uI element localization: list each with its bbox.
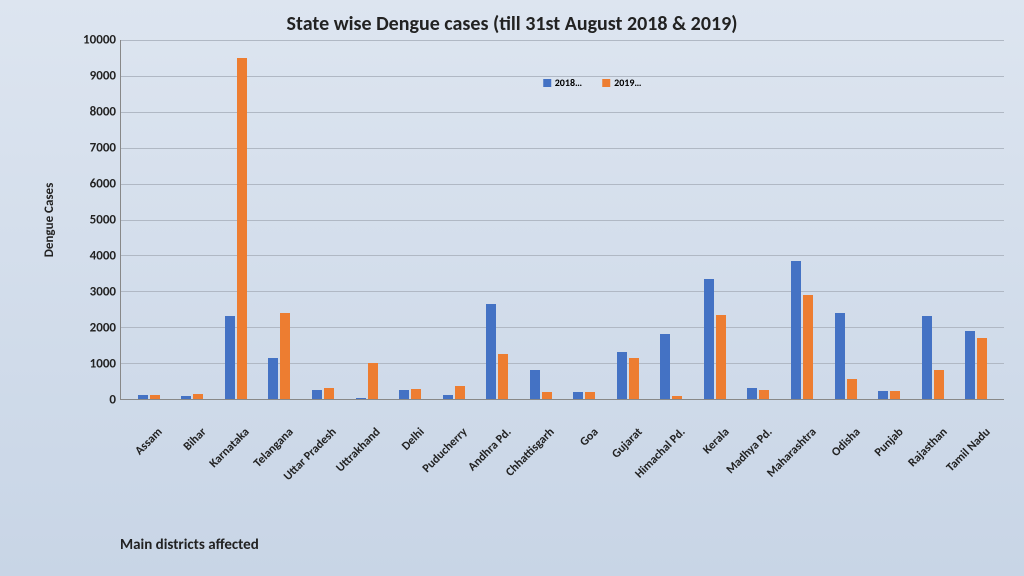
bar-group [954, 40, 998, 399]
bar-group [388, 40, 432, 399]
bar-2018 [138, 395, 148, 399]
bar-2018 [747, 388, 757, 399]
bar-group [432, 40, 476, 399]
bar-2019 [716, 315, 726, 399]
bar-2018 [486, 304, 496, 399]
bar-2018 [181, 396, 191, 399]
bar-group [693, 40, 737, 399]
y-tick: 8000 [74, 105, 116, 120]
bar-2019 [150, 395, 160, 399]
bar-2019 [847, 379, 857, 399]
x-tick-label: Punjab [877, 406, 908, 437]
bar-2019 [629, 358, 639, 399]
bar-group [911, 40, 955, 399]
y-tick: 1000 [74, 357, 116, 372]
y-tick: 4000 [74, 249, 116, 264]
x-tick-label: Assam [136, 406, 167, 437]
x-tick-label: Odisha [833, 406, 864, 437]
bar-2018 [835, 313, 845, 399]
bar-2018 [530, 370, 540, 399]
y-tick: 3000 [74, 285, 116, 300]
x-tick-label: Madhya Pd. [746, 406, 777, 437]
x-tick-label: Telangana [267, 406, 298, 437]
footer-note: Main districts affected [120, 536, 259, 554]
bar-group [214, 40, 258, 399]
bar-2019 [237, 58, 247, 399]
bar-2019 [803, 295, 813, 399]
chart-area: Dengue Cases 010002000300040005000600070… [74, 40, 1004, 400]
bar-2019 [542, 392, 552, 399]
bar-group [345, 40, 389, 399]
bar-2018 [399, 390, 409, 399]
y-tick: 0 [74, 393, 116, 408]
y-tick: 9000 [74, 69, 116, 84]
bar-group [301, 40, 345, 399]
y-tick: 10000 [74, 33, 116, 48]
bar-2018 [356, 398, 366, 399]
bar-group [606, 40, 650, 399]
x-tick-label: Chhattisgarh [528, 406, 559, 437]
bar-group [562, 40, 606, 399]
bar-2019 [934, 370, 944, 399]
x-tick-label: Kerala [703, 406, 734, 437]
bar-2018 [312, 390, 322, 399]
bar-2019 [280, 313, 290, 399]
x-tick-label: Goa [572, 406, 603, 437]
bar-group [475, 40, 519, 399]
bar-2018 [922, 316, 932, 399]
x-tick-label: Tamil Nadu [964, 406, 995, 437]
x-tick-label: Himachal Pd. [659, 406, 690, 437]
bar-2019 [411, 389, 421, 399]
bar-2019 [193, 394, 203, 399]
y-tick: 2000 [74, 321, 116, 336]
bar-2018 [617, 352, 627, 399]
bar-2019 [498, 354, 508, 399]
bar-2018 [878, 391, 888, 399]
bar-group [258, 40, 302, 399]
x-tick-label: Bihar [180, 406, 211, 437]
bar-2019 [368, 363, 378, 399]
chart-title: State wise Dengue cases (till 31st Augus… [0, 0, 1024, 40]
bar-2019 [672, 396, 682, 399]
bar-2019 [585, 392, 595, 399]
bar-2019 [890, 391, 900, 399]
y-tick: 6000 [74, 177, 116, 192]
bar-2019 [324, 388, 334, 399]
x-tick-label: Puducherry [441, 406, 472, 437]
x-tick-label: Uttar Pradesh [310, 406, 341, 437]
bar-group [519, 40, 563, 399]
bar-2018 [268, 358, 278, 399]
bar-group [780, 40, 824, 399]
bar-2018 [791, 261, 801, 399]
y-tick: 5000 [74, 213, 116, 228]
x-tick-label: Delhi [398, 406, 429, 437]
bar-group [127, 40, 171, 399]
x-tick-label: Andhra Pd. [485, 406, 516, 437]
bar-2018 [573, 392, 583, 399]
bar-2018 [443, 395, 453, 399]
bar-2018 [704, 279, 714, 399]
bar-2018 [965, 331, 975, 399]
bar-2018 [225, 316, 235, 399]
bar-2019 [759, 390, 769, 399]
x-tick-label: Gujarat [615, 406, 646, 437]
y-tick: 7000 [74, 141, 116, 156]
plot-area: 2018… 2019… [120, 40, 1004, 400]
bars-container [121, 40, 1004, 399]
bar-group [737, 40, 781, 399]
x-tick-label: Rajasthan [921, 406, 952, 437]
bar-group [171, 40, 215, 399]
bar-group [824, 40, 868, 399]
bar-group [650, 40, 694, 399]
y-axis-label: Dengue Cases [42, 183, 57, 258]
bar-2018 [660, 334, 670, 399]
x-tick-label: Karnataka [223, 406, 254, 437]
x-tick-label: Uttrakhand [354, 406, 385, 437]
x-tick-label: Maharashtra [790, 406, 821, 437]
bar-group [867, 40, 911, 399]
bar-2019 [977, 338, 987, 399]
bar-2019 [455, 386, 465, 399]
